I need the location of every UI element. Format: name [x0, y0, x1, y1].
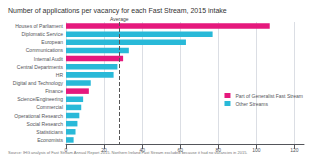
svg-text:Part of Generalist Fast Stream: Part of Generalist Fast Stream	[235, 93, 303, 99]
svg-text:100: 100	[252, 147, 261, 153]
svg-text:Average: Average	[110, 16, 129, 22]
svg-text:120: 120	[290, 147, 299, 153]
svg-text:Commercial: Commercial	[36, 104, 63, 110]
svg-text:Economists: Economists	[37, 137, 63, 143]
svg-text:Statisticians: Statisticians	[36, 129, 63, 135]
svg-text:Diplomatic Service: Diplomatic Service	[22, 31, 64, 37]
svg-text:Social Research: Social Research	[27, 121, 64, 127]
svg-text:Science/Engineering: Science/Engineering	[17, 96, 63, 102]
svg-text:European: European	[41, 39, 63, 45]
svg-text:Operational Research: Operational Research	[14, 113, 63, 119]
svg-text:Number of applications per vac: Number of applications per vacancy for e…	[8, 7, 227, 15]
svg-text:Internal Audit: Internal Audit	[34, 56, 64, 62]
svg-text:Source: IHG analysis of Fast S: Source: IHG analysis of Fast Stream Annu…	[8, 150, 247, 155]
svg-text:Central Departments: Central Departments	[17, 64, 64, 70]
svg-text:Communications: Communications	[26, 47, 64, 53]
svg-text:Other Streams: Other Streams	[235, 101, 268, 107]
svg-text:HR: HR	[56, 72, 64, 78]
svg-text:Digital and Technology: Digital and Technology	[13, 80, 64, 86]
svg-text:Finance: Finance	[45, 88, 63, 94]
svg-text:Houses of Parliament: Houses of Parliament	[15, 23, 63, 29]
